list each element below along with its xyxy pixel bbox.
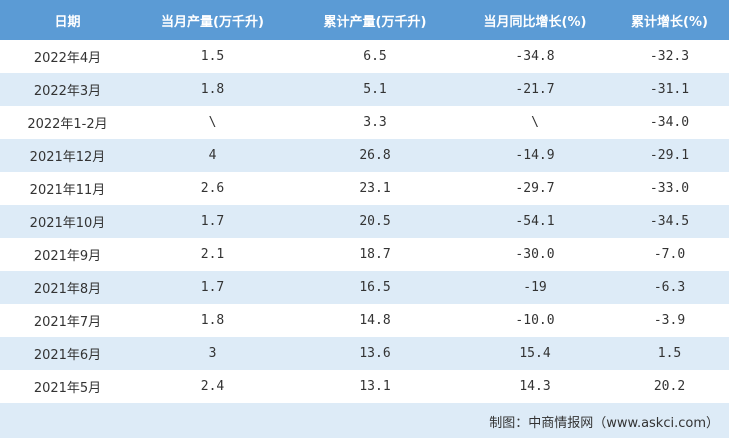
table-row: 2021年7月 1.8 14.8 -10.0 -3.9 [0, 304, 729, 337]
table-cell: 2022年4月 [33, 51, 102, 66]
table-cell: 2.6 [200, 181, 225, 196]
table-cell: 2021年5月 [33, 381, 102, 396]
table-cell: 18.7 [359, 247, 391, 262]
table-cell: 14.3 [519, 379, 551, 394]
table-cell: -34.5 [610, 205, 729, 238]
data-table: 日期 当月产量(万千升) 累计产量(万千升) 当月同比增长(%) 累计增长(%) 202… [0, 0, 729, 403]
footer: 制图：中商情报网（www.askci.com） [0, 403, 729, 438]
table-cell: \ [208, 115, 217, 130]
table-cell: 6.5 [363, 49, 387, 64]
table-row: 2021年11月 2.6 23.1 -29.7 -33.0 [0, 172, 729, 205]
table-cell: 16.5 [290, 271, 460, 304]
table-cell: 2.4 [200, 379, 225, 394]
table-cell: 13.6 [290, 337, 460, 370]
table-cell: 2021年10月 [0, 205, 135, 238]
table-cell: 2021年8月 [0, 271, 135, 304]
table-cell: 2021年7月 [33, 315, 102, 330]
table-cell: 2.1 [200, 247, 225, 262]
footer-note: 制图：中商情报网（www.askci.com） [489, 416, 719, 431]
table-cell: 1.8 [200, 313, 225, 328]
table-cell: 14.8 [359, 313, 391, 328]
table-cell: 1.5 [200, 49, 225, 64]
table-cell: 2021年11月 [29, 183, 106, 198]
table-cell: -29.7 [515, 181, 555, 196]
table-row: 2021年5月 2.4 13.1 14.3 20.2 [0, 370, 729, 403]
table-cell: -33.0 [649, 181, 690, 196]
table-cell: -21.7 [460, 73, 610, 106]
table-cell: 15.4 [460, 337, 610, 370]
table-row: 2021年6月 3 13.6 15.4 1.5 [0, 337, 729, 370]
table-cell: -31.1 [610, 73, 729, 106]
table-body: 2022年4月 1.5 6.5 -34.8 -32.3 2022年3月 1.8 5.1 -21.… [0, 40, 729, 403]
table-cell: 1.7 [135, 205, 290, 238]
table-cell: 1.8 [135, 73, 290, 106]
table-cell: 23.1 [359, 181, 391, 196]
table-cell: -7.0 [653, 247, 686, 262]
table-cell: -34.0 [649, 115, 690, 130]
table-cell: 2021年9月 [33, 249, 102, 264]
header-cell: 累计产量(万千升) [290, 0, 460, 40]
table-row: 2021年12月 4 26.8 -14.9 -29.1 [0, 139, 729, 172]
table-cell: -29.1 [610, 139, 729, 172]
table-cell: 2022年1-2月 [27, 117, 108, 132]
table-cell: 2021年6月 [0, 337, 135, 370]
table-cell: 1.5 [610, 337, 729, 370]
table-row: 2022年3月 1.8 5.1 -21.7 -31.1 [0, 73, 729, 106]
table-row: 2021年8月 1.7 16.5 -19 -6.3 [0, 271, 729, 304]
table-cell: 26.8 [290, 139, 460, 172]
table-cell: 20.5 [290, 205, 460, 238]
header-cell: 日期 [0, 0, 135, 40]
table-row: 2021年9月 2.1 18.7 -30.0 -7.0 [0, 238, 729, 271]
table-cell: -10.0 [515, 313, 555, 328]
table-cell: 20.2 [653, 379, 686, 394]
table-cell: -3.9 [653, 313, 686, 328]
header-cell: 累计增长(%) [610, 0, 729, 40]
table-cell: -19 [460, 271, 610, 304]
table-cell: 5.1 [290, 73, 460, 106]
header-cell: 当月同比增长(%) [460, 0, 610, 40]
table-cell: 13.1 [359, 379, 391, 394]
header-cell: 当月产量(万千升) [135, 0, 290, 40]
table-cell: 3.3 [363, 115, 387, 130]
table-row: 2022年1-2月 \ 3.3 \ -34.0 [0, 106, 729, 139]
table-cell: -32.3 [649, 49, 690, 64]
table-cell: 1.7 [135, 271, 290, 304]
table-cell: 2022年3月 [0, 73, 135, 106]
table-cell: -54.1 [460, 205, 610, 238]
table-cell: -34.8 [515, 49, 555, 64]
table-cell: \ [531, 115, 539, 130]
table-cell: 4 [135, 139, 290, 172]
table-cell: -6.3 [610, 271, 729, 304]
header-row: 日期 当月产量(万千升) 累计产量(万千升) 当月同比增长(%) 累计增长(%) [0, 0, 729, 40]
table-row: 2021年10月 1.7 20.5 -54.1 -34.5 [0, 205, 729, 238]
table-cell: -30.0 [515, 247, 555, 262]
table-cell: -14.9 [460, 139, 610, 172]
table-cell: 3 [135, 337, 290, 370]
table-row: 2022年4月 1.5 6.5 -34.8 -32.3 [0, 40, 729, 73]
table-cell: 2021年12月 [0, 139, 135, 172]
